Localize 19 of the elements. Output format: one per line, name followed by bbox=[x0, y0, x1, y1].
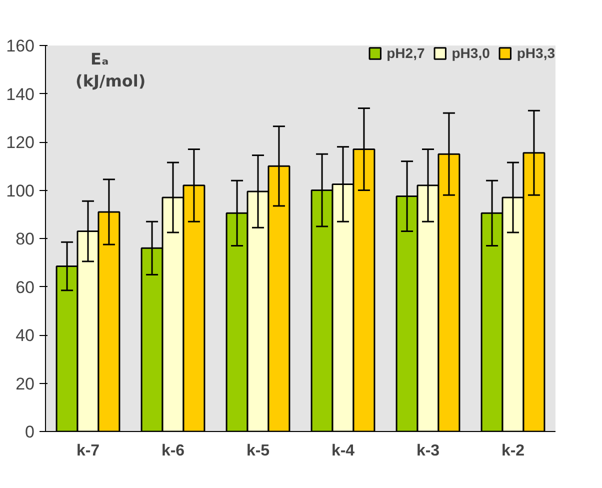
legend-label: pH3,3 bbox=[516, 45, 555, 61]
y-tick-label: 60 bbox=[16, 278, 35, 297]
y-tick-label: 0 bbox=[25, 422, 35, 442]
y-tick-label: 20 bbox=[16, 374, 35, 394]
x-tick-label: k-5 bbox=[246, 442, 270, 460]
y-tick-label: 40 bbox=[16, 326, 35, 345]
y-tick-label: 80 bbox=[16, 230, 35, 248]
legend-label: pH3,0 bbox=[452, 45, 490, 61]
y-axis-title: Eₐ (kJ/mol) bbox=[76, 50, 146, 90]
y-tick-label: 140 bbox=[6, 84, 35, 104]
y-tick-label: 160 bbox=[6, 36, 35, 56]
x-tick-label: k-4 bbox=[331, 442, 355, 460]
legend-label: pH2,7 bbox=[386, 45, 425, 61]
y-tick-label: 120 bbox=[6, 133, 35, 152]
y-tick-label: 100 bbox=[6, 181, 35, 200]
x-tick-label: k-7 bbox=[76, 442, 100, 460]
x-tick-label: k-3 bbox=[416, 442, 440, 460]
x-tick-label: k-6 bbox=[161, 442, 185, 460]
x-tick-label: k-2 bbox=[501, 442, 525, 460]
